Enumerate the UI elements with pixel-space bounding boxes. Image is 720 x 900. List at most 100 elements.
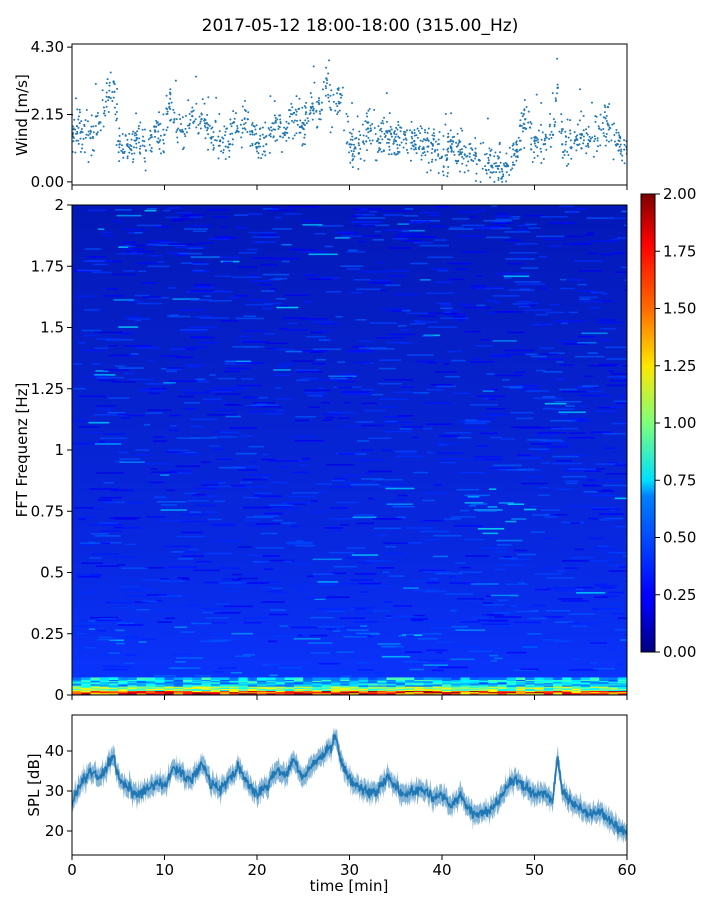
wind-scatter-point [402, 132, 405, 135]
spectrogram-streak [601, 293, 609, 295]
wind-scatter-point [605, 114, 608, 117]
spl-y-axis-label: SPL [dB] [25, 753, 43, 816]
wind-scatter-point [554, 121, 557, 124]
spectrogram-streak [291, 360, 314, 362]
spectrogram-streak [443, 435, 453, 438]
wind-scatter-point [442, 148, 445, 151]
spectrogram-streak [263, 302, 282, 305]
spectrogram-streak [348, 607, 374, 609]
wind-scatter-point [198, 115, 201, 118]
wind-scatter-point [523, 146, 526, 149]
wind-scatter-point [363, 142, 366, 145]
wind-scatter-point [390, 135, 393, 138]
spectrogram-streak [524, 309, 553, 311]
wind-scatter-point [77, 139, 80, 142]
spectrogram-streak [568, 622, 579, 625]
spectrogram-streak [528, 448, 549, 451]
spectrogram-streak [183, 364, 205, 366]
spectrogram-streak [588, 517, 599, 520]
wind-scatter-point [279, 135, 282, 138]
wind-scatter-point [336, 88, 339, 91]
wind-scatter-point [135, 142, 138, 145]
wind-scatter-point [329, 94, 332, 97]
spectrogram-streak [385, 616, 393, 619]
spectrogram-streak [131, 251, 138, 253]
spectrogram-streak [387, 484, 405, 486]
wind-scatter-point [420, 154, 423, 157]
wind-scatter-point [392, 142, 395, 145]
spectrogram-streak [222, 585, 251, 587]
spectrogram-streak [424, 402, 451, 404]
spectrogram-streak [112, 273, 136, 276]
wind-scatter-point [446, 158, 449, 161]
spectrogram-streak [426, 581, 440, 584]
spectrogram-streak [597, 618, 612, 621]
spectrogram-streak [187, 365, 200, 368]
spectrogram-streak [427, 451, 434, 454]
spectrogram-streak [177, 577, 190, 579]
wind-scatter-point [149, 130, 152, 133]
wind-data-point [413, 139, 416, 143]
wind-scatter-point [514, 149, 517, 152]
spectrogram-streak [151, 471, 178, 474]
spectrogram-streak [614, 271, 627, 274]
wind-scatter-point [402, 146, 405, 149]
wind-scatter-point [343, 129, 346, 132]
spectrogram-streak [576, 386, 594, 388]
spectrogram-streak [100, 542, 111, 544]
wind-scatter-point [135, 112, 138, 115]
spectrogram-streak [434, 239, 447, 241]
spl-x-tick-label: 40 [432, 861, 451, 879]
spectrogram-low-band-cell [109, 677, 119, 681]
wind-scatter-point [131, 160, 134, 163]
wind-scatter-point [542, 157, 545, 160]
wind-scatter-point [274, 116, 277, 119]
spectrogram-streak [295, 544, 316, 547]
spectrogram-streak [166, 370, 178, 373]
wind-scatter-point [251, 142, 254, 145]
wind-scatter-point [386, 138, 389, 141]
spectrogram-streak [483, 219, 512, 222]
spectrogram-streak [558, 411, 586, 414]
wind-scatter-point [273, 114, 276, 117]
wind-scatter-point [94, 82, 97, 85]
wind-scatter-point [359, 134, 362, 137]
wind-scatter-point [504, 161, 507, 164]
wind-scatter-point [413, 129, 416, 132]
spectrogram-streak [392, 293, 420, 296]
spl-y-tick-label: 20 [45, 822, 64, 840]
wind-scatter-point [279, 118, 282, 121]
wind-scatter-point [290, 102, 293, 105]
wind-scatter-point [502, 175, 505, 178]
wind-scatter-point [385, 120, 388, 123]
wind-scatter-point [348, 151, 351, 154]
wind-scatter-point [141, 128, 144, 131]
spectrogram-streak [100, 654, 110, 656]
spectrogram-streak [237, 546, 252, 548]
colorbar: 0.000.250.500.751.001.251.501.752.00 [640, 185, 696, 661]
spectrogram-streak [89, 557, 102, 559]
wind-scatter-point [231, 122, 234, 125]
spectrogram-streak [90, 532, 109, 535]
wind-scatter-point [426, 132, 429, 135]
spectrogram-streak [516, 242, 538, 245]
spectrogram-streak [347, 351, 374, 353]
spectrogram-streak [530, 355, 547, 358]
wind-scatter-point [486, 117, 489, 120]
spectrogram-streak [430, 383, 453, 386]
spectrogram-streak [244, 303, 273, 306]
wind-scatter-point [304, 119, 307, 122]
spectrogram-streak [577, 341, 597, 344]
wind-scatter-point [623, 139, 626, 142]
spectrogram-streak [517, 224, 530, 227]
wind-scatter-point [424, 154, 427, 157]
wind-scatter-point [74, 97, 77, 100]
spectrogram-streak [266, 347, 277, 350]
spectrogram-streak [540, 215, 568, 218]
wind-scatter-point [130, 152, 133, 155]
spectrogram-streak [516, 553, 536, 556]
spectrogram-streak [276, 466, 290, 468]
spectrogram-streak [310, 616, 334, 619]
spectrogram-streak [360, 389, 375, 391]
wind-scatter-point [118, 134, 121, 137]
